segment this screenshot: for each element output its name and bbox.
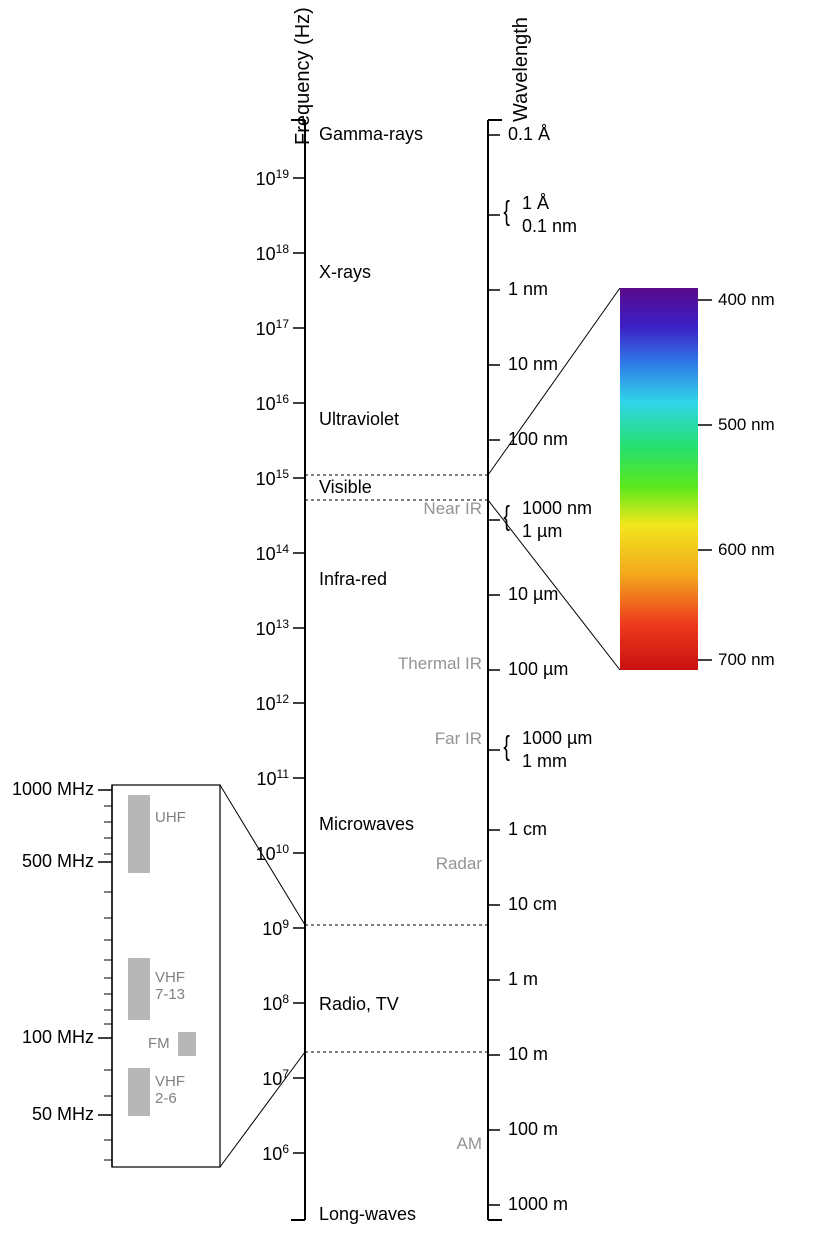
band-label: Long-waves (319, 1204, 416, 1225)
freq-tick-10: 1010 (256, 842, 289, 865)
freq-tick-13: 1013 (256, 617, 289, 640)
freq-tick-16: 1016 (256, 392, 289, 415)
freq-tick-17: 1017 (256, 317, 289, 340)
visible-tick: 400 nm (718, 290, 775, 310)
wl-tick: 1 mm (522, 751, 567, 772)
wl-tick: 1 Å (522, 193, 549, 214)
wl-tick: 1000 nm (522, 498, 592, 519)
band-label: Visible (319, 477, 372, 498)
radio-tick: 100 MHz (22, 1027, 94, 1048)
radio-tick: 1000 MHz (12, 779, 94, 800)
freq-tick-18: 1018 (256, 242, 289, 265)
brace: { (503, 732, 510, 760)
wl-tick: 0.1 Å (508, 124, 550, 145)
radio-band-label: VHF7-13 (155, 969, 185, 1004)
wl-tick: 10 µm (508, 584, 558, 605)
frequency-axis-title: Frequency (Hz) (292, 7, 315, 145)
band-label: X-rays (319, 262, 371, 283)
wl-tick: 10 m (508, 1044, 548, 1065)
freq-tick-14: 1014 (256, 542, 289, 565)
radio-tick: 50 MHz (32, 1104, 94, 1125)
visible-tick: 700 nm (718, 650, 775, 670)
band-label: AM (457, 1134, 483, 1154)
freq-tick-6: 106 (262, 1142, 289, 1165)
band-label: Far IR (435, 729, 482, 749)
band-label: Radar (436, 854, 482, 874)
radio-band-label: VHF2-6 (155, 1073, 185, 1108)
visible-tick: 500 nm (718, 415, 775, 435)
freq-tick-9: 109 (262, 917, 289, 940)
wl-tick: 10 cm (508, 894, 557, 915)
band-label: Microwaves (319, 814, 414, 835)
wl-tick: 1 µm (522, 521, 562, 542)
band-label: Near IR (423, 499, 482, 519)
brace: { (503, 197, 510, 225)
wl-tick: 1000 µm (522, 728, 592, 749)
freq-tick-8: 108 (262, 992, 289, 1015)
wavelength-axis-title: Wavelength (510, 17, 533, 122)
band-label: Gamma-rays (319, 124, 423, 145)
band-label: Radio, TV (319, 994, 399, 1015)
radio-band-label: UHF (155, 809, 186, 826)
wl-tick: 1 cm (508, 819, 547, 840)
wl-tick: 10 nm (508, 354, 558, 375)
band-label: Infra-red (319, 569, 387, 590)
wl-tick: 1000 m (508, 1194, 568, 1215)
wl-tick: 0.1 nm (522, 216, 577, 237)
band-label: Ultraviolet (319, 409, 399, 430)
freq-tick-11: 1011 (257, 767, 290, 790)
wl-tick: 100 nm (508, 429, 568, 450)
freq-tick-19: 1019 (256, 167, 289, 190)
brace: { (503, 502, 510, 530)
radio-band-label: FM (148, 1035, 170, 1052)
wl-tick: 1 nm (508, 279, 548, 300)
radio-tick: 500 MHz (22, 851, 94, 872)
freq-tick-7: 107 (262, 1067, 289, 1090)
wl-tick: 100 m (508, 1119, 558, 1140)
wl-tick: 1 m (508, 969, 538, 990)
wl-tick: 100 µm (508, 659, 568, 680)
visible-tick: 600 nm (718, 540, 775, 560)
band-label: Thermal IR (398, 654, 482, 674)
freq-tick-12: 1012 (256, 692, 289, 715)
freq-tick-15: 1015 (256, 467, 289, 490)
